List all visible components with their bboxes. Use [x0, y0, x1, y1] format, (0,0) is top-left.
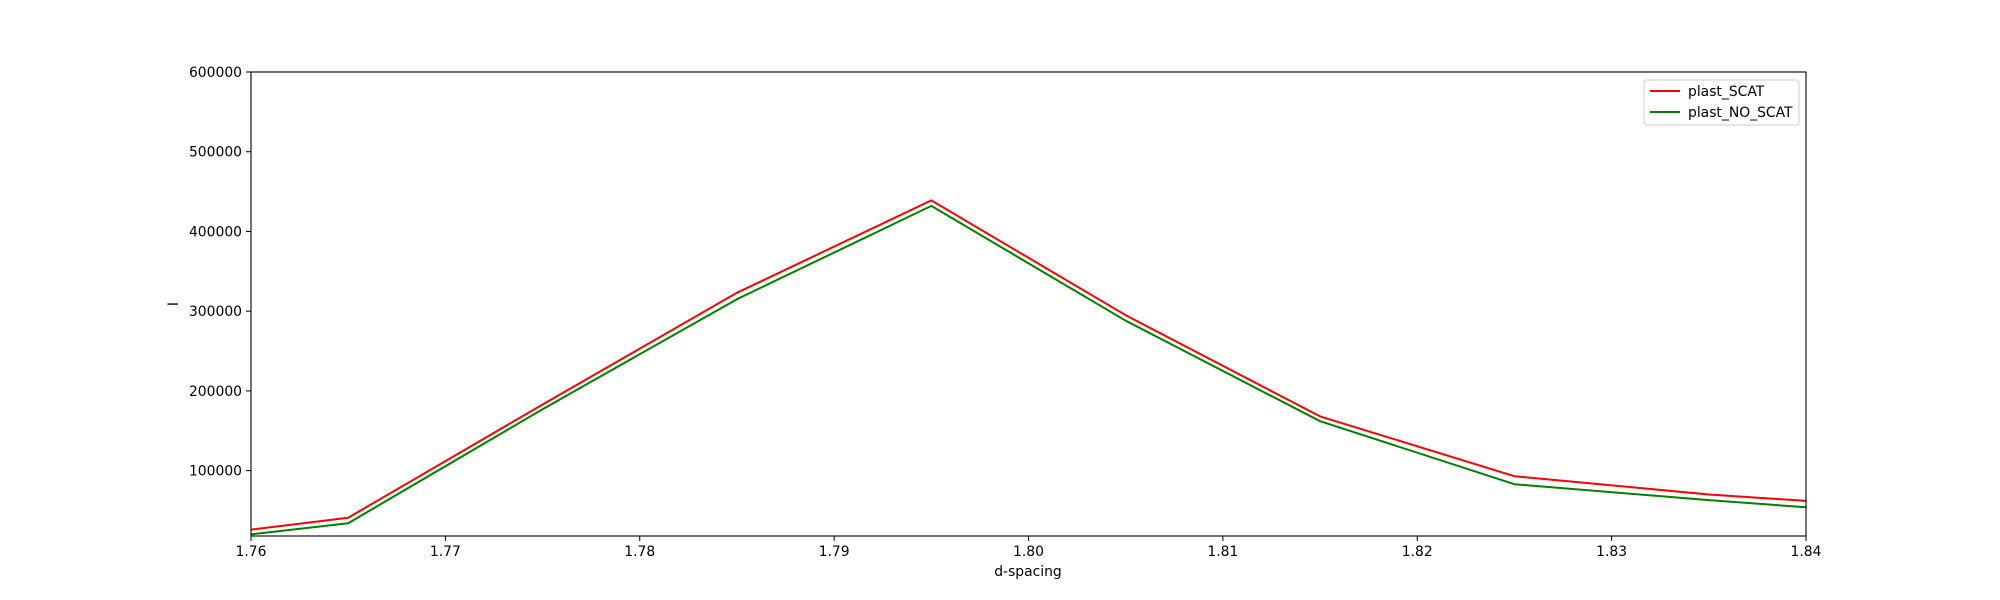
x-tick-label: 1.76 — [236, 544, 267, 560]
y-axis-label: I — [166, 302, 182, 306]
x-tick-label: 1.79 — [819, 544, 850, 560]
series-line-plast-scat — [250, 199, 1807, 531]
y-tick-label: 500000 — [189, 145, 242, 161]
y-tick-label: 400000 — [189, 224, 242, 240]
x-tick-label: 1.78 — [624, 544, 655, 560]
y-tick-label: 300000 — [189, 304, 242, 320]
legend-frame — [1643, 79, 1800, 126]
y-tick-label: 200000 — [189, 384, 242, 400]
x-tick-label: 1.77 — [430, 544, 461, 560]
x-tick-label: 1.83 — [1596, 544, 1627, 560]
series-line-plast-no-scat — [250, 204, 1807, 536]
y-tick-label: 100000 — [189, 464, 242, 480]
y-axis-ticks: 100000 200000 300000 400000 500000 600000 — [189, 65, 251, 480]
plot-frame — [250, 71, 1807, 537]
x-tick-label: 1.80 — [1013, 544, 1044, 560]
x-tick-label: 1.84 — [1791, 544, 1822, 560]
legend: plast_SCAT plast_NO_SCAT — [1643, 79, 1800, 126]
series-layer — [250, 199, 1807, 536]
legend-label-plast-scat: plast_SCAT — [1688, 84, 1765, 100]
legend-label-plast-no-scat: plast_NO_SCAT — [1688, 105, 1793, 121]
x-tick-label: 1.82 — [1402, 544, 1433, 560]
y-tick-label: 600000 — [189, 65, 242, 81]
x-tick-label: 1.81 — [1207, 544, 1238, 560]
x-axis-ticks: 1.76 1.77 1.78 1.79 1.80 1.81 1.82 1.83 1.84 — [236, 536, 1822, 560]
x-axis-label: d-spacing — [994, 564, 1062, 580]
